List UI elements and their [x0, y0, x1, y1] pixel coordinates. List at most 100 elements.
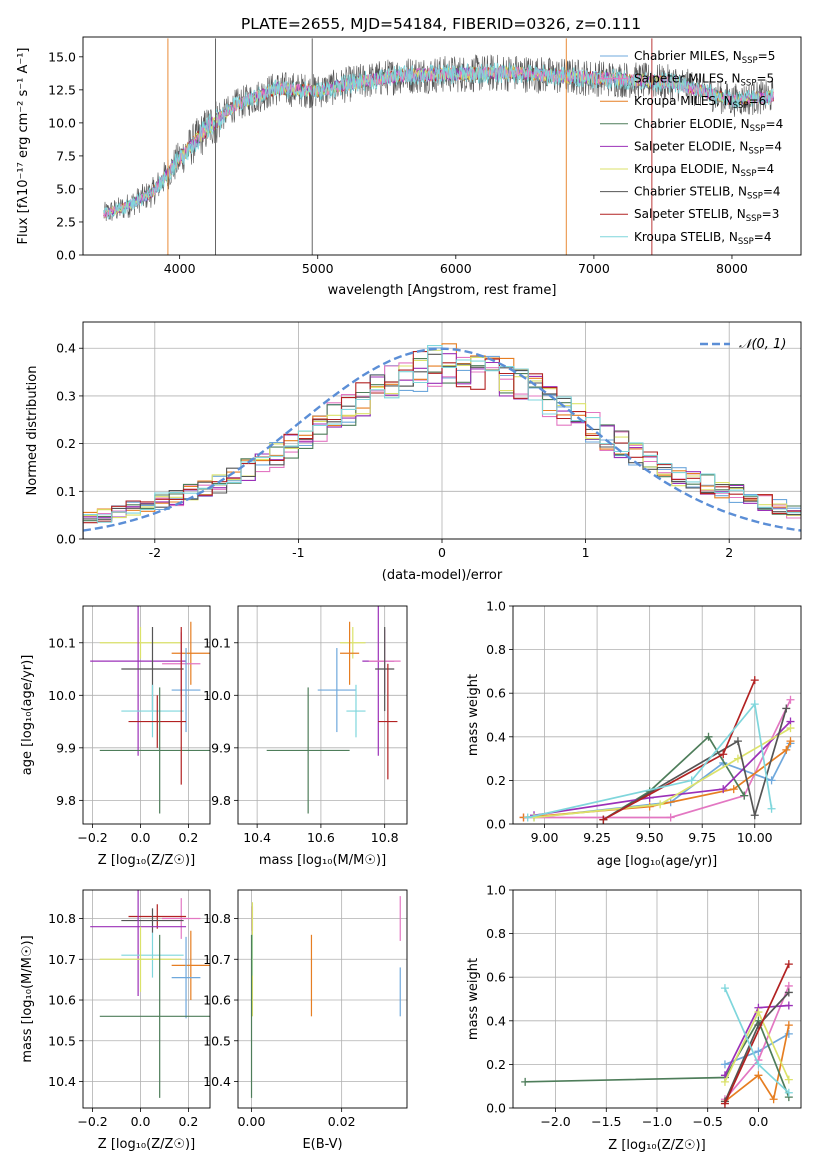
y-axis-label: mass weight: [466, 674, 481, 756]
weight-marker-kroupa-miles: [729, 785, 738, 794]
weight-marker-salpeter-stelib: [750, 676, 759, 685]
weight-marker-salpeter-elodie: [719, 785, 728, 794]
spectrum-frame: [82, 36, 802, 256]
x-tick-label: 9.25: [583, 830, 611, 845]
y-tick-label: 5.0: [56, 181, 76, 196]
y-tick-label: 10.1: [48, 635, 76, 650]
weight-marker-kroupa-miles: [754, 1071, 763, 1080]
weight-marker-salpeter-elodie: [784, 1001, 793, 1010]
y-axis-label: mass [log₁₀(M/M☉)]: [20, 935, 35, 1062]
age-vs-Z-frame: [82, 605, 211, 825]
y-tick-label: 15.0: [48, 49, 76, 64]
y-tick-label: 0.3: [56, 388, 76, 403]
x-axis-label: Z [log₁₀(Z/Z☉)]: [98, 853, 195, 868]
y-tick-label: 10.0: [48, 115, 76, 130]
age-vs-mass-frame: [237, 605, 408, 825]
y-tick-label: 0.8: [486, 642, 506, 657]
weight-line-chabrier-elodie: [525, 1018, 790, 1098]
histogram-kroupa-stelib: [83, 345, 801, 539]
legend-entry: Salpeter STELIB, NSSP=3: [634, 207, 779, 224]
weight-marker-kroupa-stelib: [523, 813, 532, 822]
y-axis-label: age [log₁₀(age/yr)]: [20, 655, 35, 776]
legend-entry-sub: SSP: [750, 124, 766, 134]
y-tick-label: 10.7: [203, 952, 231, 967]
x-tick-label: 0.0: [131, 1114, 151, 1129]
residuals-frame: [82, 321, 802, 540]
y-axis-label: mass weight: [466, 958, 481, 1040]
y-tick-label: 9.9: [211, 740, 231, 755]
mass-vs-EBV-axes: 0.00 0.02 10.4 10.5 10.6 10.7 10.8 E(B-V): [203, 889, 408, 1152]
y-tick-label: 0.4: [486, 1013, 506, 1028]
x-axis-label: wavelength [Angstrom, rest frame]: [328, 283, 557, 298]
x-tick-label: −0.5: [693, 1114, 723, 1129]
figure-title: PLATE=2655, MJD=54184, FIBERID=0326, z=0…: [241, 15, 641, 33]
residuals-axes: -2 -1 0 1 2 0.0 0.1 0.2 0.3 0.4 (data-model)/error…: [25, 321, 802, 583]
weight-line-kroupa-elodie: [533, 727, 791, 819]
weight-marker-salpeter-miles: [786, 695, 795, 704]
weight-marker-chabrier-stelib: [750, 811, 759, 820]
y-tick-label: 10.5: [48, 1033, 76, 1048]
x-tick-label: 9.50: [636, 830, 664, 845]
y-tick-label: 0.8: [486, 926, 506, 941]
legend-entry-sub: SSP: [747, 192, 763, 202]
legend-entry: Salpeter MILES, NSSP=5: [634, 72, 774, 89]
x-tick-label: 5000: [302, 261, 334, 276]
y-tick-label: 7.5: [56, 148, 76, 163]
x-tick-label: 0: [438, 545, 446, 560]
y-tick-label: 10.6: [48, 993, 76, 1008]
x-tick-label: 4000: [164, 261, 196, 276]
x-tick-label: 10.00: [737, 830, 773, 845]
gaussian-curve: [83, 347, 801, 532]
weight-marker-chabrier-miles: [767, 776, 776, 785]
y-tick-label: 10.4: [203, 1074, 231, 1089]
weight-marker-kroupa-elodie: [656, 800, 665, 809]
weight-line-chabrier-stelib: [602, 708, 788, 821]
weight-marker-salpeter-stelib: [599, 815, 608, 824]
legend-entry: Salpeter ELODIE, NSSP=4: [634, 139, 782, 156]
x-tick-label: 7000: [578, 261, 610, 276]
y-tick-label: 10.6: [203, 993, 231, 1008]
x-tick-label: 9.00: [531, 830, 559, 845]
x-tick-label: 0.2: [178, 830, 198, 845]
legend-entry-sub: SSP: [738, 237, 754, 247]
legend-entry-count: =4: [764, 139, 782, 153]
legend-entry-sub: SSP: [742, 56, 758, 66]
weight-marker-kroupa-stelib: [784, 1088, 793, 1097]
legend-entry-count: =5: [758, 49, 776, 63]
y-tick-label: 0.0: [486, 1101, 506, 1116]
legend-entry: Chabrier ELODIE, NSSP=4: [634, 117, 783, 134]
x-tick-label: 1: [582, 545, 590, 560]
x-tick-label: 9.75: [688, 830, 716, 845]
y-axis-label: Flux [fλ10⁻¹⁷ erg cm⁻² s⁻¹ A⁻¹]: [16, 48, 31, 245]
y-tick-label: 10.1: [203, 635, 231, 650]
x-axis-label: (data-model)/error: [382, 568, 503, 583]
plot-layer: 4000 5000 6000 7000 80000.02.55.07.510.012.5…: [16, 36, 802, 1153]
x-tick-label: 2: [725, 545, 733, 560]
weight-line-kroupa-stelib: [527, 702, 773, 819]
x-tick-label: −2.0: [540, 1114, 570, 1129]
legend-entry-sub: SSP: [746, 214, 762, 224]
legend-entry-count: =4: [754, 230, 772, 244]
x-tick-label: −0.2: [77, 830, 107, 845]
y-tick-label: 0.6: [486, 686, 506, 701]
y-tick-label: 10.0: [48, 688, 76, 703]
y-tick-label: 12.5: [48, 82, 76, 97]
weight-vs-Z-axes: −2.0 −1.5 −1.0 −0.5 0.0 0.0 0.2 0.4 0.6 0.8 1.0 Z […: [466, 883, 802, 1153]
weight-marker-chabrier-elodie: [740, 791, 749, 800]
legend-gauss-label: 𝒩(0, 1): [739, 337, 786, 352]
y-tick-label: 10.8: [203, 911, 231, 926]
weight-marker-kroupa-stelib: [687, 776, 696, 785]
weight-marker-salpeter-stelib: [720, 1099, 729, 1108]
x-tick-label: 8000: [716, 261, 748, 276]
weight-marker-kroupa-elodie: [784, 1075, 793, 1084]
weight-marker-kroupa-elodie: [733, 754, 742, 763]
weight-line-salpeter-elodie: [533, 720, 792, 817]
weight-marker-salpeter-stelib: [719, 750, 728, 759]
x-tick-label: 10.4: [243, 830, 271, 845]
x-axis-label: mass [log₁₀(M/M☉)]: [259, 853, 386, 868]
weight-marker-kroupa-elodie: [720, 1077, 729, 1086]
x-axis-label: Z [log₁₀(Z/Z☉)]: [608, 1138, 705, 1153]
weight-vs-age-frame: [512, 605, 802, 825]
